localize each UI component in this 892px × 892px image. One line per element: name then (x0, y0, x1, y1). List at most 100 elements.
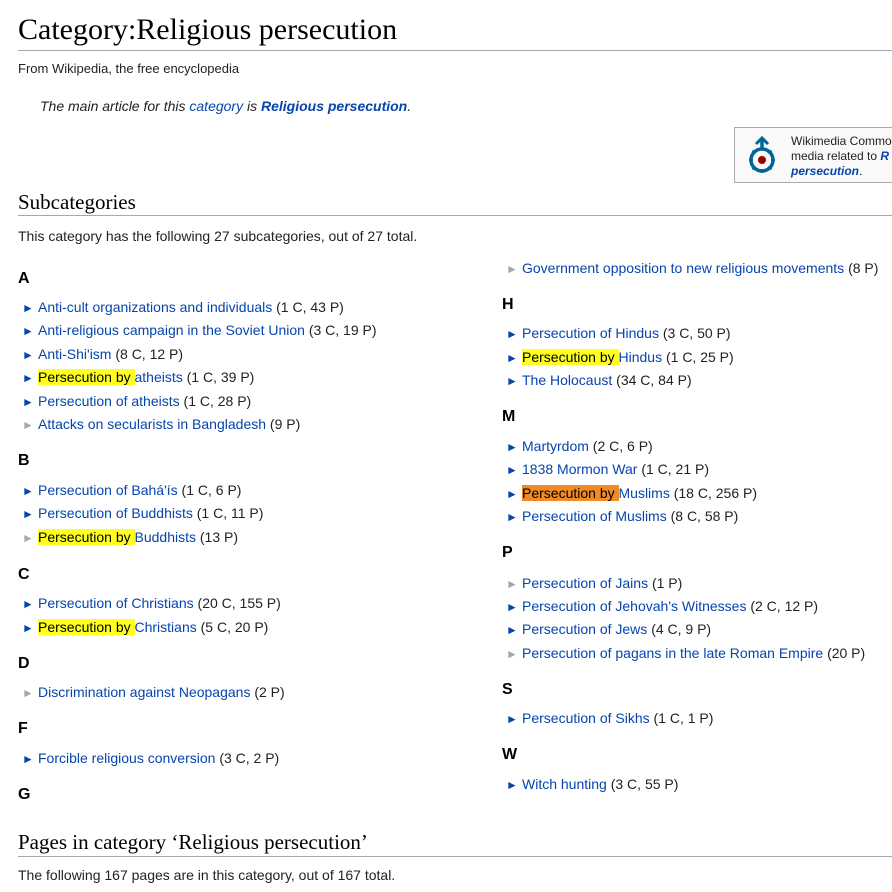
category-link[interactable]: category (189, 98, 244, 114)
subcategory-link[interactable]: Persecution of Sikhs (522, 710, 650, 726)
main-article-link[interactable]: Religious persecution (260, 98, 408, 114)
expand-arrow-icon[interactable]: ► (506, 262, 518, 276)
expand-arrow-icon[interactable]: ► (22, 686, 34, 700)
subcategory-counts: (13 P) (199, 529, 238, 545)
expand-arrow-icon[interactable]: ► (22, 348, 34, 362)
subcategory-item: ► Martyrdom (2 C, 6 P) (506, 437, 653, 456)
subcategory-link[interactable]: Persecution by Muslims (522, 485, 670, 501)
subcategory-link[interactable]: Persecution by Buddhists (38, 529, 196, 545)
subcategory-link[interactable]: Persecution of Hindus (522, 325, 659, 341)
expand-arrow-icon[interactable]: ► (506, 440, 518, 454)
subcategory-counts: (8 P) (848, 260, 879, 276)
letter-heading-m: M (502, 408, 516, 425)
pages-heading: Pages in category ‘Religious persecution… (18, 830, 368, 854)
subcategory-counts: (20 C, 155 P) (197, 595, 281, 611)
subcategory-counts: (1 C, 1 P) (653, 710, 714, 726)
expand-arrow-icon[interactable]: ► (506, 327, 518, 341)
subcategory-counts: (5 C, 20 P) (200, 619, 269, 635)
subcategory-link[interactable]: Persecution of Jains (522, 575, 649, 591)
subcategory-item: ► Anti-religious campaign in the Soviet U… (22, 321, 377, 340)
subcategory-link[interactable]: Persecution of Jehovah's Witnesses (522, 598, 747, 614)
expand-arrow-icon[interactable]: ► (506, 351, 518, 365)
subcategory-item: ► Persecution of Jehovah's Witnesses (2 C… (506, 597, 818, 616)
subcategory-link[interactable]: Persecution by Hindus (522, 349, 662, 365)
subcategory-counts: (2 P) (254, 684, 285, 700)
subcategory-item: ► Persecution by atheists (1 C, 39 P) (22, 368, 254, 387)
subcategory-item: ► Persecution of atheists (1 C, 28 P) (22, 392, 251, 411)
subcategory-item: ► Persecution of Bahá'ís (1 C, 6 P) (22, 481, 241, 500)
expand-arrow-icon[interactable]: ► (22, 484, 34, 498)
expand-arrow-icon[interactable]: ► (22, 395, 34, 409)
commons-link-start[interactable]: R (880, 149, 890, 163)
subcategory-link[interactable]: Persecution of Christians (38, 595, 194, 611)
subcategory-item: ► The Holocaust (34 C, 84 P) (506, 371, 692, 390)
expand-arrow-icon[interactable]: ► (22, 301, 34, 315)
letter-heading-p: P (502, 544, 513, 561)
subcategory-link[interactable]: Persecution of Buddhists (38, 505, 193, 521)
letter-heading-g: G (18, 786, 31, 803)
subcategory-link[interactable]: Persecution of atheists (38, 393, 180, 409)
subcategory-item: ► Persecution by Buddhists (13 P) (22, 528, 238, 547)
subcategory-item: ► Government opposition to new religious … (506, 259, 878, 278)
expand-arrow-icon[interactable]: ► (506, 600, 518, 614)
commons-link[interactable]: persecution (791, 164, 860, 178)
wikimedia-commons-icon (749, 136, 775, 173)
expand-arrow-icon[interactable]: ► (506, 577, 518, 591)
subcategory-counts: (1 C, 39 P) (186, 369, 255, 385)
subcategory-link[interactable]: Martyrdom (522, 438, 589, 454)
subcategory-link[interactable]: Anti-Shi'ism (38, 346, 112, 362)
letter-heading-d: D (18, 655, 30, 672)
subcategory-link[interactable]: Persecution by atheists (38, 369, 183, 385)
subcategory-link[interactable]: The Holocaust (522, 372, 613, 388)
subcategory-link[interactable]: Attacks on secularists in Bangladesh (38, 416, 267, 432)
expand-arrow-icon[interactable]: ► (506, 778, 518, 792)
expand-arrow-icon[interactable]: ► (22, 371, 34, 385)
subcategory-counts: (1 C, 21 P) (641, 461, 710, 477)
expand-arrow-icon[interactable]: ► (22, 418, 34, 432)
expand-arrow-icon[interactable]: ► (506, 374, 518, 388)
expand-arrow-icon[interactable]: ► (22, 324, 34, 338)
subcategory-item: ► Persecution of pagans in the late Roman… (506, 644, 865, 663)
expand-arrow-icon[interactable]: ► (22, 507, 34, 521)
subcategory-link[interactable]: Forcible religious conversion (38, 750, 216, 766)
expand-arrow-icon[interactable]: ► (22, 752, 34, 766)
expand-arrow-icon[interactable]: ► (22, 531, 34, 545)
subcategory-link[interactable]: Anti-cult organizations and individuals (38, 299, 273, 315)
subcategory-link-rest: Hindus (618, 349, 663, 365)
subcategories-heading: Subcategories (18, 190, 136, 214)
subcategory-link[interactable]: Government opposition to new religious m… (522, 260, 845, 276)
expand-arrow-icon[interactable]: ► (506, 712, 518, 726)
pages-divider (18, 856, 892, 857)
subcategory-link[interactable]: Persecution of Muslims (522, 508, 667, 524)
subcategory-link[interactable]: Witch hunting (522, 776, 607, 792)
expand-arrow-icon[interactable]: ► (506, 647, 518, 661)
subcategory-link[interactable]: Anti-religious campaign in the Soviet Un… (38, 322, 305, 338)
subcategory-counts: (3 C, 19 P) (308, 322, 377, 338)
subcategory-item: ► Anti-Shi'ism (8 C, 12 P) (22, 345, 183, 364)
subcategory-counts: (20 P) (827, 645, 866, 661)
expand-arrow-icon[interactable]: ► (22, 621, 34, 635)
expand-arrow-icon[interactable]: ► (506, 487, 518, 501)
subcategory-counts: (2 C, 6 P) (592, 438, 653, 454)
subcategory-link[interactable]: Persecution by Christians (38, 619, 197, 635)
subcategory-link[interactable]: Persecution of Bahá'ís (38, 482, 178, 498)
expand-arrow-icon[interactable]: ► (506, 623, 518, 637)
subcategory-link[interactable]: Persecution of Jews (522, 621, 648, 637)
subcategory-link[interactable]: Discrimination against Neopagans (38, 684, 251, 700)
subcategory-link-rest: Buddhists (134, 529, 196, 545)
subcategory-item: ► Persecution of Christians (20 C, 155 P) (22, 594, 281, 613)
subcategory-item: ► Attacks on secularists in Bangladesh (9… (22, 415, 300, 434)
subcategory-counts: (34 C, 84 P) (616, 372, 692, 388)
subcategory-item: ► Persecution by Christians (5 C, 20 P) (22, 618, 268, 637)
subcategory-item: ► Discrimination against Neopagans (2 P) (22, 683, 285, 702)
subcategory-counts: (1 C, 25 P) (665, 349, 734, 365)
subcategory-item: ► Persecution of Jews (4 C, 9 P) (506, 620, 711, 639)
commons-suffix: . (859, 164, 863, 178)
expand-arrow-icon[interactable]: ► (22, 597, 34, 611)
hatnote: The main article for this category is Re… (40, 98, 411, 114)
expand-arrow-icon[interactable]: ► (506, 463, 518, 477)
subcategory-link[interactable]: 1838 Mormon War (522, 461, 638, 477)
subcategory-link[interactable]: Persecution of pagans in the late Roman … (522, 645, 824, 661)
letter-heading-h: H (502, 296, 514, 313)
expand-arrow-icon[interactable]: ► (506, 510, 518, 524)
